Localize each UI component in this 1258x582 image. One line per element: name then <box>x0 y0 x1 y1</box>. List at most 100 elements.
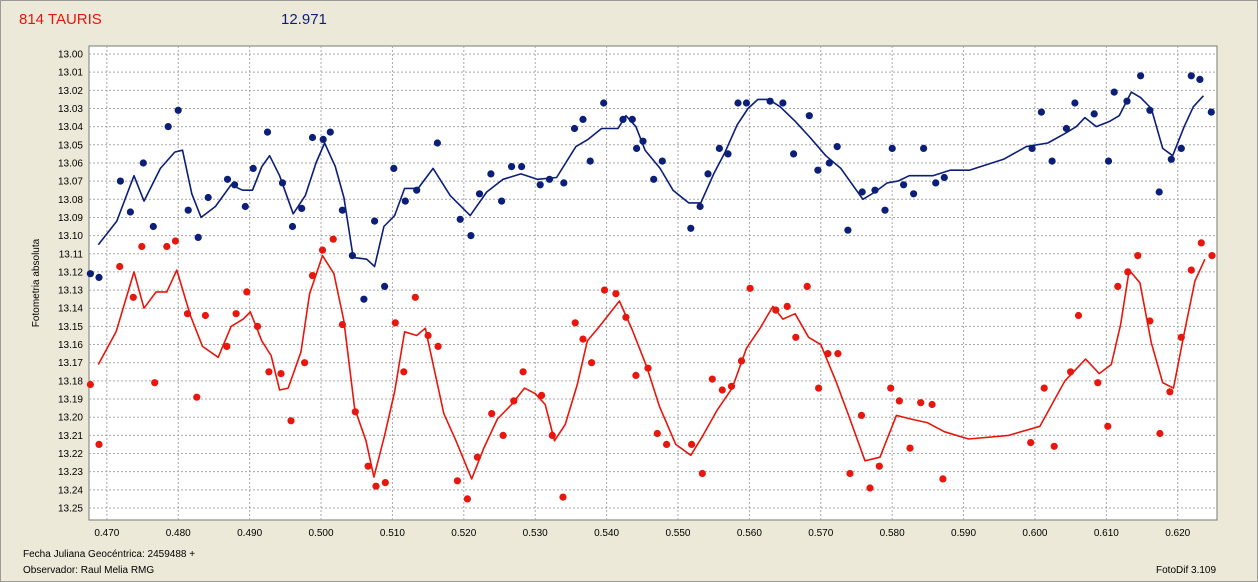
observer-label: Observador: Raul Melia RMG <box>23 565 155 576</box>
series-1-point <box>803 282 811 290</box>
series-0-point <box>586 157 594 165</box>
series-0-point <box>1177 144 1185 152</box>
x-tick-label: 0.510 <box>380 528 405 539</box>
series-0-point <box>126 208 134 216</box>
series-0-point <box>433 139 441 147</box>
series-0-point <box>1048 157 1056 165</box>
y-tick-label: 13.00 <box>58 50 83 61</box>
series-0-point <box>348 252 356 260</box>
series-0-point <box>825 159 833 167</box>
series-1-point <box>338 321 346 329</box>
series-1-point <box>1134 252 1142 260</box>
series-1-point <box>183 310 192 318</box>
y-tick-label: 13.03 <box>58 104 83 115</box>
series-0-point <box>390 164 398 172</box>
series-1-point <box>887 384 895 392</box>
series-0-point <box>204 193 212 202</box>
series-1-point <box>1027 439 1035 447</box>
series-0-point <box>413 186 421 194</box>
series-0-point <box>734 99 742 107</box>
plot-area <box>88 45 1218 521</box>
series-0-point <box>888 144 896 152</box>
series-1-point <box>928 400 936 409</box>
series-0-point <box>715 144 724 152</box>
series-0-point <box>249 164 257 172</box>
series-1-point <box>1146 317 1154 325</box>
series-1-point <box>698 469 706 478</box>
series-0-point <box>1110 88 1118 96</box>
series-0-point <box>1037 108 1045 116</box>
y-tick-label: 13.06 <box>58 158 83 169</box>
grid <box>89 46 1217 520</box>
series-0-point <box>467 232 475 240</box>
series-1-point <box>571 319 579 327</box>
series-0-point <box>1137 72 1145 80</box>
x-tick-label: 0.610 <box>1094 528 1119 539</box>
series-1-point <box>193 393 201 401</box>
x-tick-label: 0.490 <box>237 528 262 539</box>
y-axis-label: Fotometria absoluta <box>31 238 42 327</box>
series-1-point <box>1187 266 1195 274</box>
series-0-point <box>1207 108 1215 116</box>
series-1-point <box>653 429 661 438</box>
series-1-point <box>622 313 630 321</box>
series-0-point <box>639 137 647 145</box>
series-1-point <box>301 359 309 367</box>
series-1-point <box>473 453 481 461</box>
series-0-point <box>360 295 368 303</box>
series-0-point <box>871 186 879 194</box>
y-tick-label: 13.18 <box>58 376 83 387</box>
series-0-point <box>687 224 695 232</box>
series-0-point <box>194 233 202 241</box>
series-1-point <box>265 368 273 376</box>
series-1-point <box>86 380 94 389</box>
y-tick-label: 13.10 <box>58 231 83 242</box>
series-1-point <box>857 411 866 419</box>
series-1-point <box>1156 429 1164 438</box>
series-0-point <box>844 226 852 234</box>
series-0-point <box>1062 124 1070 133</box>
series-0-point <box>881 206 889 214</box>
series-0-point <box>498 197 506 205</box>
series-1-point <box>1124 268 1132 276</box>
x-tick-label: 0.600 <box>1022 528 1047 539</box>
y-tick-label: 13.07 <box>58 177 83 188</box>
series-0-point <box>326 128 334 136</box>
series-0-point <box>1155 188 1163 196</box>
x-tick-label: 0.580 <box>880 528 905 539</box>
series-0-point <box>263 128 272 136</box>
series-0-point <box>149 222 157 231</box>
series-0-point <box>508 163 516 171</box>
series-layer <box>86 72 1216 503</box>
series-1-point <box>579 335 587 343</box>
series-1-curve <box>97 254 1206 480</box>
x-tick-label: 0.470 <box>94 528 119 539</box>
series-1-point <box>632 371 640 379</box>
x-tick-labels: 0.470 0.480 0.490 0.500 0.510 0.520 0.530 0.540… <box>94 528 1190 539</box>
series-0-point <box>1090 110 1098 118</box>
series-0-point <box>920 144 928 152</box>
series-0-point <box>298 204 306 212</box>
y-tick-label: 13.15 <box>58 322 83 333</box>
x-tick-label: 0.620 <box>1165 528 1190 539</box>
series-1-point <box>519 368 527 376</box>
y-tick-label: 13.05 <box>58 140 83 151</box>
series-1-point <box>232 310 240 318</box>
series-1-point <box>411 293 419 301</box>
y-tick-label: 13.11 <box>59 249 84 260</box>
series-1-point <box>906 444 914 452</box>
series-1-point <box>372 482 380 490</box>
series-0-point <box>766 97 774 105</box>
series-1-point <box>875 462 883 470</box>
series-0-point <box>619 115 627 123</box>
series-1-point <box>400 368 408 376</box>
x-tick-label: 0.500 <box>309 528 334 539</box>
series-0-point <box>518 163 526 171</box>
series-0-point <box>487 170 495 178</box>
star-name-label: 814 TAURIS <box>19 11 102 28</box>
series-0-point <box>116 177 124 185</box>
series-0-point <box>900 181 908 189</box>
series-1-point <box>1177 333 1185 341</box>
series-0-point <box>858 188 866 196</box>
